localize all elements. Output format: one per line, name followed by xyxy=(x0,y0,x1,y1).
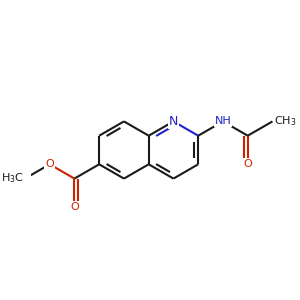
Text: NH: NH xyxy=(214,116,231,126)
Text: CH$_3$: CH$_3$ xyxy=(274,115,296,128)
Text: O: O xyxy=(243,159,252,169)
Text: H$_3$C: H$_3$C xyxy=(1,172,23,185)
Text: N: N xyxy=(169,115,178,128)
Text: O: O xyxy=(70,202,79,212)
Text: O: O xyxy=(45,159,54,169)
